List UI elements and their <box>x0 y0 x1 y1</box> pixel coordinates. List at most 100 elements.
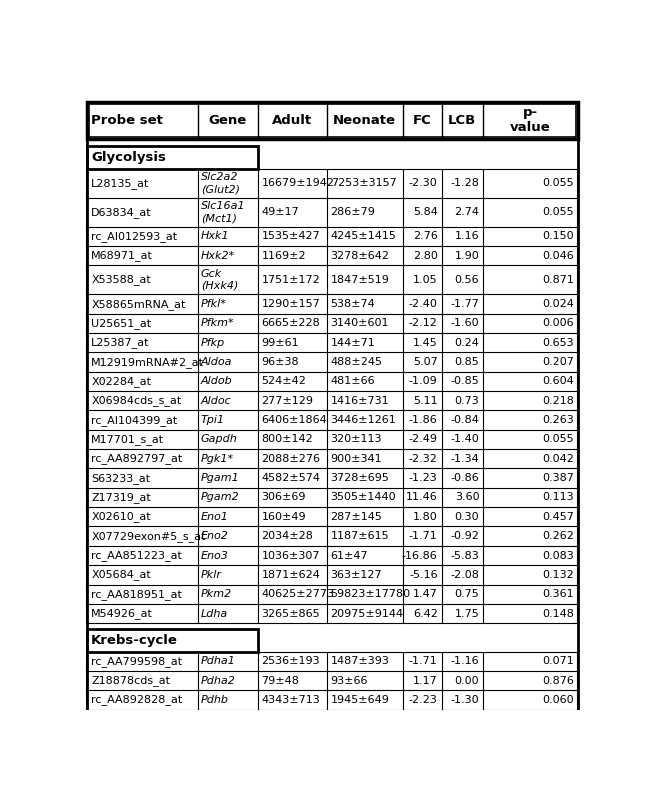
Text: Pkm2: Pkm2 <box>201 589 232 599</box>
Text: 0.653: 0.653 <box>543 338 574 348</box>
Text: Pgam1: Pgam1 <box>201 473 239 483</box>
Bar <box>88 102 578 139</box>
Text: 1.17: 1.17 <box>413 676 437 685</box>
Text: 1.75: 1.75 <box>454 609 480 618</box>
Text: 1169±2: 1169±2 <box>262 251 306 261</box>
Text: LCB: LCB <box>448 114 476 127</box>
Text: 0.055: 0.055 <box>543 434 574 444</box>
Text: Z17319_at: Z17319_at <box>92 492 151 503</box>
Text: 1.45: 1.45 <box>413 338 437 348</box>
Text: Hxk2*: Hxk2* <box>201 251 235 261</box>
Text: 79±48: 79±48 <box>262 676 299 685</box>
Text: 1.05: 1.05 <box>413 275 437 285</box>
Text: 5.11: 5.11 <box>413 396 437 406</box>
Text: 488±245: 488±245 <box>330 358 383 367</box>
Text: 5.84: 5.84 <box>413 207 437 217</box>
Text: 0.060: 0.060 <box>543 695 574 705</box>
Text: 0.73: 0.73 <box>454 396 480 406</box>
Text: 96±38: 96±38 <box>262 358 299 367</box>
Text: 3505±1440: 3505±1440 <box>330 492 397 503</box>
Text: Hxk1: Hxk1 <box>201 231 230 242</box>
Text: 1751±172: 1751±172 <box>262 275 320 285</box>
Text: 524±42: 524±42 <box>262 377 306 386</box>
Text: 3140±601: 3140±601 <box>330 318 389 329</box>
Text: Pgam2: Pgam2 <box>201 492 239 503</box>
Text: 3446±1261: 3446±1261 <box>330 415 397 425</box>
Text: Pdhb: Pdhb <box>201 695 229 705</box>
Text: Eno3: Eno3 <box>201 551 228 560</box>
Text: -5.83: -5.83 <box>450 551 480 560</box>
Text: -5.16: -5.16 <box>409 570 437 580</box>
Text: Pgk1*: Pgk1* <box>201 454 234 464</box>
Text: -1.09: -1.09 <box>409 377 437 386</box>
Text: 61±47: 61±47 <box>330 551 368 560</box>
Text: 0.361: 0.361 <box>543 589 574 599</box>
Text: rc_AA851223_at: rc_AA851223_at <box>92 550 182 561</box>
Text: 481±66: 481±66 <box>330 377 375 386</box>
Text: 16679±1942: 16679±1942 <box>262 178 334 188</box>
Text: 144±71: 144±71 <box>330 338 375 348</box>
Text: 1.90: 1.90 <box>454 251 480 261</box>
Text: 0.046: 0.046 <box>543 251 574 261</box>
Text: Tpi1: Tpi1 <box>201 415 225 425</box>
Text: Probe set: Probe set <box>92 114 163 127</box>
Text: 0.871: 0.871 <box>542 275 574 285</box>
Text: 160±49: 160±49 <box>262 512 306 522</box>
Text: Pfkm*: Pfkm* <box>201 318 234 329</box>
Text: 0.604: 0.604 <box>543 377 574 386</box>
Text: 4582±574: 4582±574 <box>262 473 321 483</box>
Text: 6665±228: 6665±228 <box>262 318 320 329</box>
Text: 1290±157: 1290±157 <box>262 299 320 309</box>
Text: 0.00: 0.00 <box>455 676 480 685</box>
Text: 277±129: 277±129 <box>262 396 313 406</box>
Text: 0.024: 0.024 <box>542 299 574 309</box>
Text: 306±69: 306±69 <box>262 492 306 503</box>
Text: 0.006: 0.006 <box>543 318 574 329</box>
Text: 3.60: 3.60 <box>455 492 480 503</box>
Text: -2.08: -2.08 <box>450 570 480 580</box>
Text: 0.083: 0.083 <box>543 551 574 560</box>
Text: -2.30: -2.30 <box>409 178 437 188</box>
Text: 0.387: 0.387 <box>542 473 574 483</box>
Text: X06984cds_s_at: X06984cds_s_at <box>92 395 182 406</box>
Text: X07729exon#5_s_at: X07729exon#5_s_at <box>92 531 206 542</box>
Text: 320±113: 320±113 <box>330 434 382 444</box>
Text: 0.148: 0.148 <box>542 609 574 618</box>
Text: Slc2a2
(Glut2): Slc2a2 (Glut2) <box>201 172 239 194</box>
Text: rc_AA818951_at: rc_AA818951_at <box>92 589 182 599</box>
Text: 287±145: 287±145 <box>330 512 382 522</box>
Text: 1.47: 1.47 <box>413 589 437 599</box>
Text: X05684_at: X05684_at <box>92 570 151 580</box>
Text: Gene: Gene <box>208 114 247 127</box>
Text: Gapdh: Gapdh <box>201 434 238 444</box>
Text: FC: FC <box>413 114 432 127</box>
Text: 3278±642: 3278±642 <box>330 251 389 261</box>
Text: -1.28: -1.28 <box>450 178 480 188</box>
Text: -0.86: -0.86 <box>450 473 480 483</box>
Text: Ldha: Ldha <box>201 609 228 618</box>
Bar <box>88 629 578 652</box>
Text: -1.40: -1.40 <box>450 434 480 444</box>
Text: S63233_at: S63233_at <box>92 472 151 484</box>
Text: 2.76: 2.76 <box>413 231 437 242</box>
Text: 1.80: 1.80 <box>413 512 437 522</box>
Text: 7253±3157: 7253±3157 <box>330 178 397 188</box>
Text: 0.262: 0.262 <box>542 531 574 541</box>
Text: Eno1: Eno1 <box>201 512 228 522</box>
Text: 1187±615: 1187±615 <box>330 531 389 541</box>
Text: rc_AI012593_at: rc_AI012593_at <box>92 231 177 242</box>
Text: 6406±1864: 6406±1864 <box>262 415 327 425</box>
Text: 1871±624: 1871±624 <box>262 570 321 580</box>
Text: Pfkp: Pfkp <box>201 338 225 348</box>
Text: M12919mRNA#2_at: M12919mRNA#2_at <box>92 357 204 368</box>
Text: Slc16a1
(Mct1): Slc16a1 (Mct1) <box>201 201 245 223</box>
Text: Pfkl*: Pfkl* <box>201 299 227 309</box>
Text: Pdha2: Pdha2 <box>201 676 236 685</box>
Bar <box>88 146 258 168</box>
Text: -16.86: -16.86 <box>402 551 437 560</box>
Text: 0.113: 0.113 <box>543 492 574 503</box>
Text: -2.12: -2.12 <box>409 318 437 329</box>
Text: 2088±276: 2088±276 <box>262 454 321 464</box>
Text: 1.16: 1.16 <box>455 231 480 242</box>
Text: 4343±713: 4343±713 <box>262 695 320 705</box>
